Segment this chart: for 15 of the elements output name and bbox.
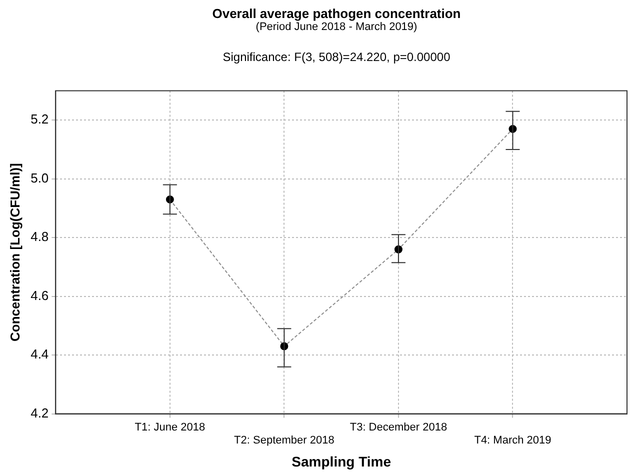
x-tick-label: T1: June 2018: [134, 421, 206, 434]
x-tick-label: T2: September 2018: [234, 434, 334, 447]
chart-subtitle: (Period June 2018 - March 2019): [254, 21, 418, 33]
y-axis-title: Concentration [Log(CFU/ml)]: [7, 163, 22, 342]
y-tick-label: 4.2: [30, 405, 49, 420]
x-axis-title: Sampling Time: [292, 453, 392, 470]
y-tick-label: 4.6: [30, 288, 49, 303]
x-tick-label: T4: March 2019: [474, 434, 552, 447]
y-tick-label: 5.2: [30, 112, 49, 127]
y-tick-label: 4.4: [30, 346, 49, 362]
y-tick-label: 5.0: [30, 170, 49, 186]
chart-title: Overall average pathogen concentration: [211, 6, 462, 21]
text: Significance: F(3, 508)=24.220, p=0.00000: [222, 50, 452, 64]
y-tick-label: 4.8: [30, 229, 49, 244]
x-tick-label: T3: December 2018: [350, 421, 448, 434]
